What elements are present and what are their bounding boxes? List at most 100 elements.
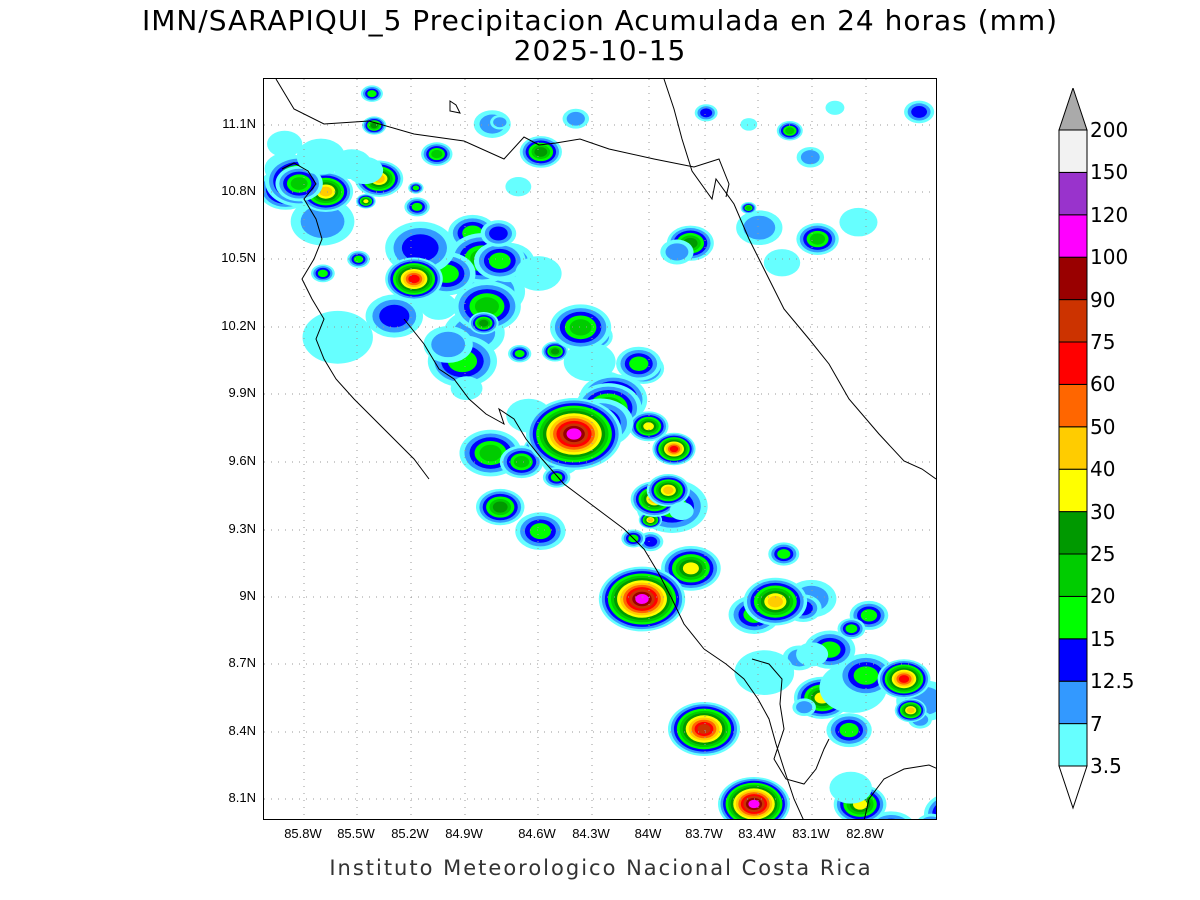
precip-contour: [492, 501, 508, 513]
precip-contour: [635, 593, 649, 605]
precip-contour: [300, 205, 345, 238]
precip-contour: [740, 118, 758, 131]
colorbar-segment: [1058, 595, 1088, 640]
precip-contour: [408, 274, 420, 284]
lon-tick-label: 85.5W: [337, 826, 375, 841]
colorbar-segment: [1058, 383, 1088, 428]
caribbean-coast: [663, 79, 936, 480]
colorbar-segment: [1058, 256, 1088, 301]
precip-contour: [319, 186, 333, 197]
precip-contour: [825, 100, 845, 115]
precip-contour: [493, 117, 507, 128]
precip-contour: [302, 310, 373, 364]
pacific-coast-north: [281, 162, 430, 480]
colorbar-label: 40: [1090, 457, 1116, 482]
lat-tick-label: 8.4N: [228, 723, 256, 738]
coastline: [275, 79, 936, 819]
colorbar-segment: [1058, 723, 1088, 767]
precip-contour: [431, 331, 466, 358]
precip-contour: [290, 177, 308, 190]
colorbar-segment: [1058, 553, 1088, 597]
colorbar-label: 30: [1090, 499, 1116, 524]
precipitation-field: [264, 85, 937, 820]
precip-contour: [529, 523, 552, 540]
lon-tick-label: 85.2W: [391, 826, 429, 841]
lat-tick-label: 9.9N: [228, 385, 256, 400]
precip-contour: [700, 108, 713, 118]
precip-contour: [743, 215, 776, 240]
burica: [863, 764, 936, 819]
lon-tick-label: 85.8W: [284, 826, 322, 841]
precip-contour: [923, 816, 936, 819]
precip-contour: [796, 642, 829, 667]
precip-contour: [363, 199, 369, 204]
colorbar-segment: [1058, 341, 1088, 385]
lon-tick-label: 84.9W: [445, 826, 483, 841]
precip-contour: [845, 624, 858, 634]
colorbar-min-arrow: [1058, 765, 1088, 810]
precip-contour: [887, 818, 896, 819]
lon-tick-label: 82.8W: [846, 826, 884, 841]
colorbar-label: 7: [1090, 711, 1103, 736]
lon-tick-label: 84.6W: [518, 826, 556, 841]
lon-tick-label: 83.7W: [685, 826, 723, 841]
colorbar: [1058, 88, 1088, 810]
precip-contour: [431, 149, 443, 159]
precip-contour: [839, 722, 859, 738]
precip-contour: [474, 297, 499, 316]
colorbar-label: 120: [1090, 202, 1129, 227]
precip-contour: [898, 675, 910, 683]
precip-contour: [697, 724, 711, 734]
gulf-nicoya: [403, 318, 705, 650]
colorbar-segment: [1058, 426, 1088, 470]
precip-contour: [877, 814, 906, 819]
colorbar-label: 150: [1090, 160, 1129, 185]
precip-contour: [923, 819, 937, 820]
precip-contour: [906, 707, 915, 714]
precip-contour: [550, 348, 560, 355]
precip-contour: [643, 422, 654, 431]
precip-contour: [479, 319, 489, 327]
precip-contour: [860, 609, 878, 622]
precip-contour: [353, 255, 364, 263]
colorbar-label: 60: [1090, 372, 1116, 397]
precip-contour: [367, 90, 377, 98]
lat-tick-label: 9.3N: [228, 521, 256, 536]
lat-tick-label: 10.8N: [221, 183, 256, 198]
precip-contour: [566, 111, 585, 126]
precip-contour: [785, 127, 795, 135]
lat-tick-label: 9.6N: [228, 453, 256, 468]
colorbar-label: 100: [1090, 245, 1129, 270]
precip-contour: [748, 799, 760, 809]
precip-contour: [745, 205, 752, 211]
map-canvas: [264, 79, 937, 820]
colorbar-segment: [1058, 638, 1088, 682]
lat-tick-label: 9N: [239, 588, 256, 603]
precip-contour: [734, 650, 795, 695]
graticule: [264, 79, 936, 819]
colorbar-segment: [1058, 680, 1088, 725]
precip-contour: [566, 428, 582, 440]
precip-contour: [767, 595, 783, 608]
colorbar-segment: [1058, 171, 1088, 216]
colorbar-label: 90: [1090, 287, 1116, 312]
precip-contour: [839, 207, 878, 237]
colorbar-segment: [1058, 511, 1088, 555]
precipitation-map: [263, 78, 937, 820]
nicaragua-border: [275, 79, 730, 198]
precip-contour: [853, 666, 879, 685]
precip-contour: [682, 562, 699, 575]
colorbar-max-arrow: [1058, 88, 1088, 131]
precip-contour: [936, 801, 937, 820]
precip-contour: [810, 233, 826, 245]
precip-contour: [796, 701, 813, 714]
lon-tick-label: 83.1W: [792, 826, 830, 841]
precip-contour: [514, 350, 525, 358]
precip-contour: [317, 269, 328, 278]
precip-contour: [911, 106, 928, 118]
colorbar-label: 20: [1090, 584, 1116, 609]
precip-contour: [534, 147, 548, 157]
precip-contour: [669, 501, 694, 521]
colorbar-label: 25: [1090, 542, 1116, 566]
precip-contour: [505, 177, 532, 197]
